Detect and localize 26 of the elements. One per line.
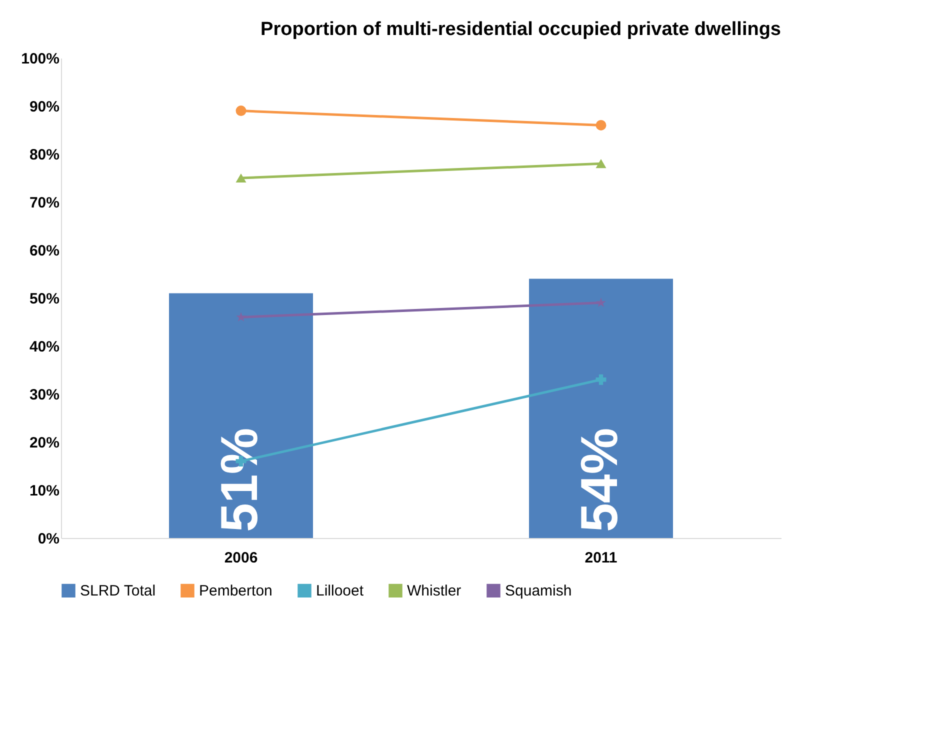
data-label: 51% bbox=[211, 428, 269, 532]
point bbox=[596, 120, 606, 130]
y-tick-label: 30% bbox=[29, 386, 60, 404]
y-tick-label: 70% bbox=[29, 194, 60, 212]
y-tick-label: 90% bbox=[29, 98, 60, 116]
legend-label: Lillooet bbox=[316, 582, 364, 600]
legend-label: Squamish bbox=[505, 582, 572, 600]
y-tick-label: 50% bbox=[29, 290, 60, 308]
y-tick-label: 20% bbox=[29, 434, 60, 452]
y-tick-label: 100% bbox=[21, 50, 60, 68]
y-tick-label: 0% bbox=[38, 530, 60, 548]
chart-title: Proportion of multi-residential occupied private dwellings bbox=[260, 19, 781, 40]
x-tick-label: 2006 bbox=[224, 550, 258, 566]
legend-label: Whistler bbox=[407, 582, 462, 600]
point bbox=[596, 374, 606, 385]
x-tick-label: 2011 bbox=[584, 550, 618, 566]
y-tick-label: 40% bbox=[29, 338, 60, 356]
point bbox=[236, 312, 246, 322]
point bbox=[236, 106, 246, 116]
legend-label: Pemberton bbox=[199, 582, 272, 600]
y-tick-label: 10% bbox=[29, 482, 60, 500]
legend-label: SLRD Total bbox=[80, 582, 156, 600]
point bbox=[596, 298, 606, 308]
y-tick-label: 60% bbox=[29, 242, 60, 260]
y-tick-label: 80% bbox=[29, 146, 60, 164]
data-label: 54% bbox=[571, 428, 629, 532]
